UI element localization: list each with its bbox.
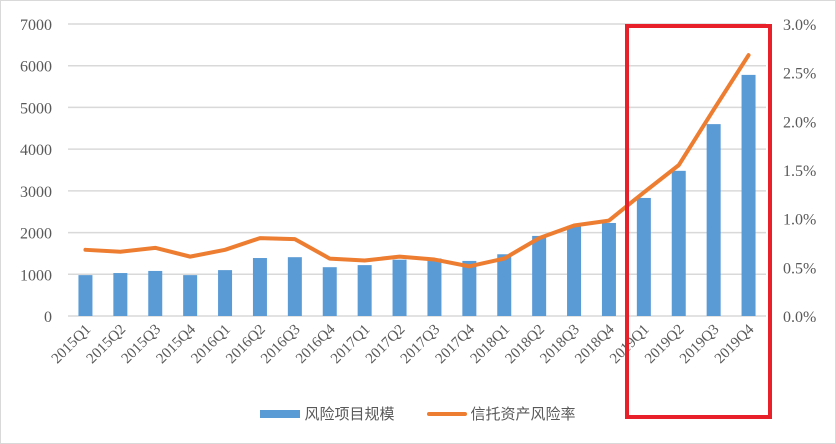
legend: 风险项目规模 信托资产风险率 bbox=[0, 403, 836, 424]
bar bbox=[671, 170, 686, 316]
bar bbox=[148, 270, 163, 316]
bar-series bbox=[78, 74, 756, 317]
bar bbox=[357, 265, 372, 316]
legend-item-bar: 风险项目规模 bbox=[260, 403, 395, 424]
svg-text:0.5%: 0.5% bbox=[783, 260, 816, 277]
bar bbox=[497, 254, 512, 316]
bar bbox=[706, 124, 721, 316]
bar bbox=[287, 257, 302, 316]
bar bbox=[567, 225, 582, 316]
svg-text:2000: 2000 bbox=[20, 226, 52, 243]
svg-text:2.5%: 2.5% bbox=[783, 66, 816, 83]
bar bbox=[636, 197, 651, 316]
bar bbox=[218, 270, 233, 316]
svg-text:7000: 7000 bbox=[20, 17, 52, 34]
bar bbox=[322, 267, 337, 316]
svg-text:5000: 5000 bbox=[20, 100, 52, 117]
bar bbox=[462, 260, 477, 316]
bar bbox=[392, 259, 407, 316]
line-series bbox=[83, 53, 751, 269]
x-tick-label: 2019Q4 bbox=[712, 321, 758, 367]
bar-swatch-icon bbox=[260, 409, 301, 418]
svg-text:0: 0 bbox=[44, 309, 52, 326]
bar bbox=[78, 275, 93, 316]
bar bbox=[532, 235, 547, 316]
legend-bar-label: 风险项目规模 bbox=[304, 405, 395, 423]
svg-text:4000: 4000 bbox=[20, 142, 52, 159]
svg-text:1000: 1000 bbox=[20, 267, 52, 284]
bar bbox=[183, 275, 198, 316]
bar bbox=[427, 258, 442, 316]
svg-text:0.0%: 0.0% bbox=[783, 309, 816, 326]
svg-text:1.0%: 1.0% bbox=[783, 212, 816, 229]
bar bbox=[252, 258, 267, 316]
bar bbox=[113, 273, 128, 316]
svg-text:2.0%: 2.0% bbox=[783, 114, 816, 131]
x-axis-labels: 2015Q12015Q22015Q32015Q42016Q12016Q22016… bbox=[49, 321, 758, 367]
svg-text:3000: 3000 bbox=[20, 184, 52, 201]
legend-line-label: 信托资产风险率 bbox=[470, 405, 576, 423]
right-axis: 0.0% 0.5% 1.0% 1.5% 2.0% 2.5% 3.0% bbox=[783, 17, 816, 326]
left-axis: 0 1000 2000 3000 4000 5000 6000 7000 bbox=[20, 17, 52, 326]
bar bbox=[741, 74, 756, 317]
svg-text:6000: 6000 bbox=[20, 59, 52, 76]
highlight-box bbox=[625, 24, 772, 419]
bar bbox=[601, 222, 616, 316]
svg-text:3.0%: 3.0% bbox=[783, 17, 816, 34]
svg-text:1.5%: 1.5% bbox=[783, 163, 816, 180]
legend-item-line: 信托资产风险率 bbox=[426, 403, 576, 424]
gridlines bbox=[68, 23, 766, 317]
line-swatch-icon bbox=[426, 411, 467, 416]
